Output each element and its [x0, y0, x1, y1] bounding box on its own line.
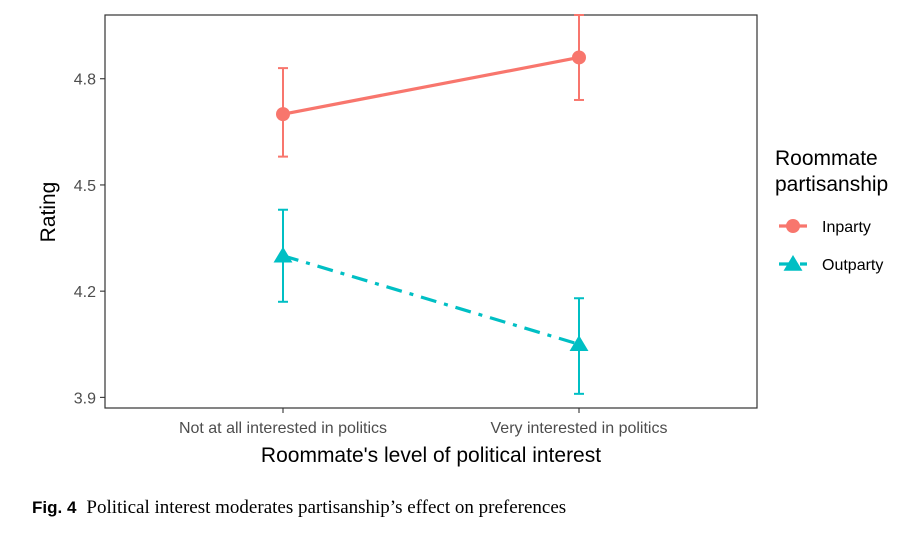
legend-label: Inparty: [822, 219, 871, 236]
y-axis-title: Rating: [37, 182, 60, 243]
figure-label: Fig. 4: [32, 498, 77, 517]
data-point: [572, 50, 586, 65]
figure-caption-text: Political interest moderates partisanshi…: [86, 497, 567, 518]
x-tick-label: Very interested in politics: [491, 420, 668, 437]
legend-key-marker: [786, 219, 800, 233]
series-outparty: [273, 208, 589, 395]
legend-key-marker: [783, 255, 803, 271]
legend: Roommate partisanship Inparty Outparty: [775, 147, 888, 274]
y-tick-label: 4.5: [74, 178, 96, 195]
legend-label: Outparty: [822, 257, 883, 274]
y-axis: 3.9 4.2 4.5 4.8: [74, 72, 105, 407]
y-tick-label: 4.8: [74, 72, 96, 89]
data-point: [569, 335, 589, 352]
x-axis: Not at all interested in politics Very in…: [179, 408, 668, 437]
legend-title-line1: Roommate: [775, 147, 878, 170]
legend-item-inparty: Inparty: [779, 219, 871, 236]
data-point: [273, 246, 293, 263]
legend-title-line2: partisanship: [775, 173, 888, 196]
x-axis-title: Roommate's level of political interest: [261, 444, 601, 467]
series-layer: [273, 14, 589, 395]
chart: 3.9 4.2 4.5 4.8 Not at all interested in po…: [37, 14, 888, 467]
x-tick-label: Not at all interested in politics: [179, 420, 387, 437]
series-line: [282, 254, 580, 346]
legend-item-outparty: Outparty: [779, 255, 883, 274]
y-tick-label: 3.9: [74, 390, 96, 407]
data-point: [276, 107, 290, 122]
series-inparty: [276, 14, 586, 158]
y-tick-label: 4.2: [74, 284, 96, 301]
series-line: [282, 55, 580, 116]
plot-panel: [104, 14, 758, 409]
figure-caption: Fig. 4 Political interest moderates parti…: [32, 497, 566, 519]
